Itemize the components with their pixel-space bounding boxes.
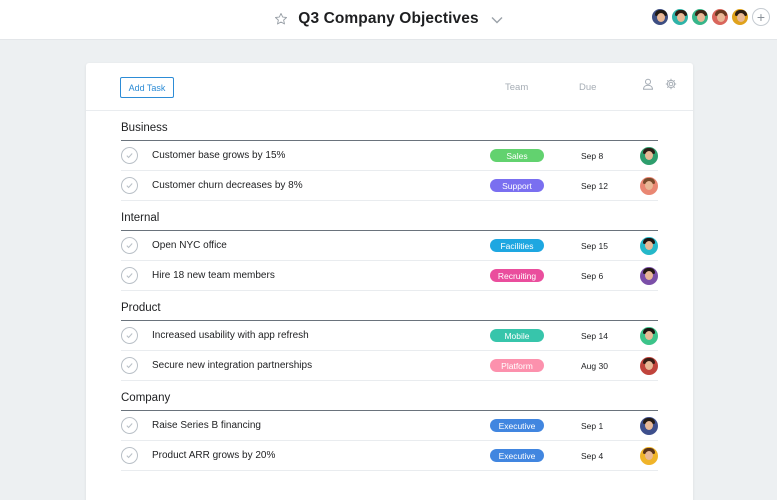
- chevron-down-icon[interactable]: [491, 16, 503, 24]
- assignee-avatar[interactable]: [640, 327, 658, 345]
- task-name[interactable]: Secure new integration partnerships: [152, 360, 313, 371]
- assignee-avatar[interactable]: [640, 147, 658, 165]
- avatar-face: [645, 331, 653, 340]
- task-list-card: Add Task Team Due Business Customer base …: [86, 63, 693, 500]
- avatar-face: [645, 271, 653, 280]
- assignee-avatar[interactable]: [640, 357, 658, 375]
- avatar-face: [645, 421, 653, 430]
- due-date[interactable]: Sep 6: [581, 271, 604, 281]
- project-header: Q3 Company Objectives: [0, 0, 777, 38]
- task-row[interactable]: Raise Series B financing Executive Sep 1: [121, 411, 658, 441]
- member-avatar[interactable]: [651, 8, 669, 26]
- section-divider: [121, 410, 658, 411]
- section-title[interactable]: Internal: [121, 212, 160, 224]
- complete-check-icon[interactable]: [121, 357, 138, 374]
- section-divider: [121, 140, 658, 141]
- gear-icon[interactable]: [665, 78, 677, 90]
- complete-check-icon[interactable]: [121, 447, 138, 464]
- section-title[interactable]: Product: [121, 302, 161, 314]
- member-avatar[interactable]: [671, 8, 689, 26]
- assignee-avatar[interactable]: [640, 447, 658, 465]
- due-date[interactable]: Sep 8: [581, 151, 604, 161]
- avatar-face: [677, 13, 685, 22]
- team-column-header[interactable]: Team: [505, 82, 529, 93]
- task-row[interactable]: Increased usability with app refresh Mobi…: [121, 321, 658, 351]
- avatar-face: [717, 13, 725, 22]
- person-icon[interactable]: [642, 78, 654, 90]
- assignee-avatar[interactable]: [640, 177, 658, 195]
- section-divider: [121, 230, 658, 231]
- task-name[interactable]: Increased usability with app refresh: [152, 330, 309, 341]
- assignee-avatar[interactable]: [640, 417, 658, 435]
- due-date[interactable]: Sep 4: [581, 451, 604, 461]
- project-title[interactable]: Q3 Company Objectives: [298, 10, 479, 27]
- task-name[interactable]: Open NYC office: [152, 240, 227, 251]
- top-bar: Q3 Company Objectives +: [0, 0, 777, 40]
- task-name[interactable]: Product ARR grows by 20%: [152, 450, 276, 461]
- avatar-face: [645, 241, 653, 250]
- star-icon[interactable]: [274, 12, 288, 26]
- task-name[interactable]: Customer churn decreases by 8%: [152, 180, 303, 191]
- section-title[interactable]: Company: [121, 392, 171, 404]
- due-date[interactable]: Sep 12: [581, 181, 608, 191]
- team-tag[interactable]: Facilities: [490, 239, 544, 252]
- task-row[interactable]: Product ARR grows by 20% Executive Sep 4: [121, 441, 658, 471]
- team-tag[interactable]: Platform: [490, 359, 544, 372]
- add-task-button[interactable]: Add Task: [120, 77, 174, 98]
- complete-check-icon[interactable]: [121, 177, 138, 194]
- task-name[interactable]: Customer base grows by 15%: [152, 150, 286, 161]
- avatar-face: [657, 13, 665, 22]
- complete-check-icon[interactable]: [121, 327, 138, 344]
- add-member-button[interactable]: +: [752, 8, 770, 26]
- team-tag[interactable]: Mobile: [490, 329, 544, 342]
- complete-check-icon[interactable]: [121, 147, 138, 164]
- task-row[interactable]: Customer base grows by 15% Sales Sep 8: [121, 141, 658, 171]
- member-avatar[interactable]: [711, 8, 729, 26]
- assignee-avatar[interactable]: [640, 267, 658, 285]
- avatar-face: [645, 451, 653, 460]
- due-column-header[interactable]: Due: [579, 82, 597, 93]
- team-tag[interactable]: Support: [490, 179, 544, 192]
- member-avatar[interactable]: [731, 8, 749, 26]
- avatar-face: [645, 151, 653, 160]
- due-date[interactable]: Sep 1: [581, 421, 604, 431]
- task-row[interactable]: Hire 18 new team members Recruiting Sep 6: [121, 261, 658, 291]
- team-tag[interactable]: Recruiting: [490, 269, 544, 282]
- task-name[interactable]: Hire 18 new team members: [152, 270, 275, 281]
- section-title[interactable]: Business: [121, 122, 168, 134]
- task-row[interactable]: Secure new integration partnerships Platf…: [121, 351, 658, 381]
- project-members: +: [651, 8, 770, 26]
- team-tag[interactable]: Sales: [490, 149, 544, 162]
- due-date[interactable]: Aug 30: [581, 361, 608, 371]
- assignee-avatar[interactable]: [640, 237, 658, 255]
- avatar-face: [737, 13, 745, 22]
- task-name[interactable]: Raise Series B financing: [152, 420, 261, 431]
- avatar-face: [645, 181, 653, 190]
- task-row[interactable]: Open NYC office Facilities Sep 15: [121, 231, 658, 261]
- task-row[interactable]: Customer churn decreases by 8% Support Sep…: [121, 171, 658, 201]
- section-divider: [121, 320, 658, 321]
- avatar-face: [645, 361, 653, 370]
- complete-check-icon[interactable]: [121, 237, 138, 254]
- team-tag[interactable]: Executive: [490, 449, 544, 462]
- due-date[interactable]: Sep 14: [581, 331, 608, 341]
- list-toolbar: Add Task Team Due: [86, 63, 693, 111]
- member-avatar[interactable]: [691, 8, 709, 26]
- due-date[interactable]: Sep 15: [581, 241, 608, 251]
- complete-check-icon[interactable]: [121, 267, 138, 284]
- avatar-face: [697, 13, 705, 22]
- team-tag[interactable]: Executive: [490, 419, 544, 432]
- complete-check-icon[interactable]: [121, 417, 138, 434]
